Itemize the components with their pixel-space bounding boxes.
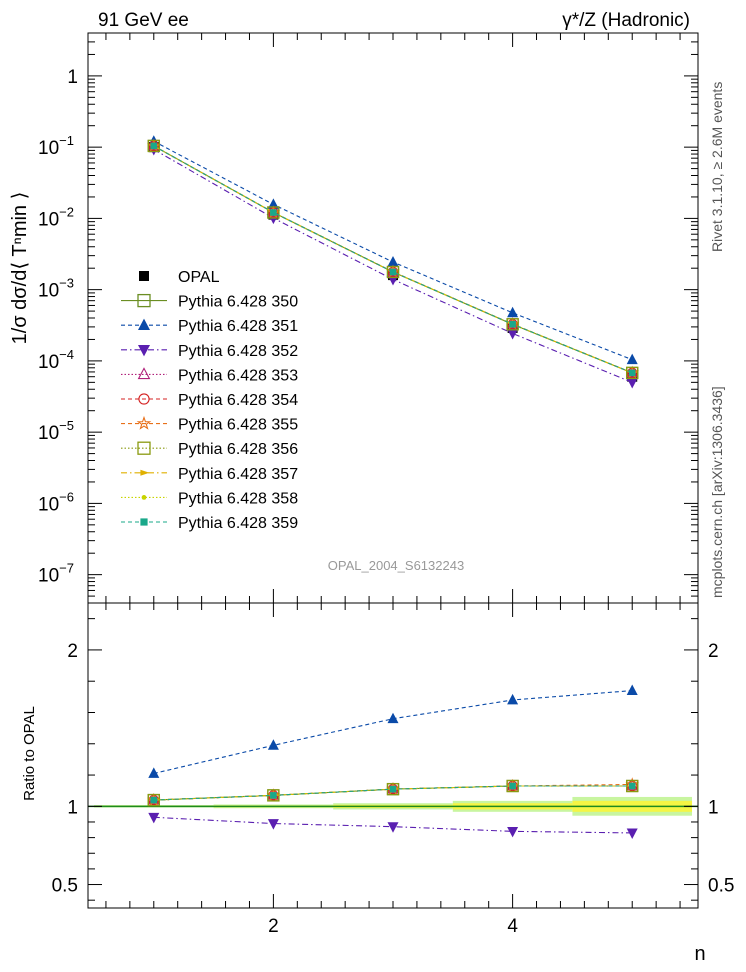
data-point — [389, 268, 397, 276]
ratio-data-point — [387, 712, 399, 724]
data-point — [386, 265, 400, 279]
data-point — [270, 209, 277, 216]
y-tick-label: 1 — [67, 67, 78, 88]
ratio-frame — [87, 602, 699, 909]
legend-marker — [141, 495, 147, 500]
y-tick-label-base: 10 — [38, 281, 59, 302]
x-tick-label: 4 — [507, 916, 518, 937]
legend-marker — [138, 318, 150, 330]
legend-label: Pythia 6.428 351 — [178, 318, 298, 335]
y-axis-label: 1/σ dσ/d⟨ Tⁿmin ⟩ — [9, 192, 31, 345]
y-tick-label: 10−5 — [38, 418, 74, 444]
ratio-data-point — [267, 819, 279, 830]
y-tick-label-exp: −7 — [59, 561, 74, 576]
legend: OPAL Pythia 6.428 350 Pythia 6.428 351 Pyth… — [121, 269, 298, 532]
y-tick-label: 1 — [67, 797, 78, 818]
x-axis-label: n — [694, 943, 705, 965]
legend-label: Pythia 6.428 356 — [178, 441, 298, 458]
data-point — [150, 142, 158, 150]
data-point — [507, 329, 519, 340]
ratio-data-point — [148, 767, 160, 778]
y-tick-label-base: 10 — [38, 209, 59, 230]
y-tick-label-exp: −6 — [59, 489, 74, 504]
data-point — [626, 366, 639, 380]
legend-marker — [139, 271, 149, 281]
ratio-data-point — [628, 782, 636, 790]
header-left: 91 GeV ee — [98, 10, 189, 31]
y-tick-label-base: 10 — [38, 352, 59, 373]
data-point — [506, 318, 519, 331]
side-label-bottom: mcplots.cern.ch [arXiv:1306.3436] — [709, 386, 725, 598]
y-tick-label: 10−2 — [38, 204, 74, 230]
data-point — [147, 139, 160, 153]
data-point — [626, 378, 638, 389]
legend-label: Pythia 6.428 353 — [178, 367, 298, 384]
legend-marker — [137, 293, 151, 308]
ratio-data-point — [626, 684, 638, 695]
legend-marker — [140, 518, 148, 526]
ratio-data-point — [387, 822, 399, 833]
series-line — [153, 145, 633, 374]
ratio-data-point — [509, 782, 516, 790]
legend-label: Pythia 6.428 357 — [178, 466, 298, 483]
header-right: γ*/Z (Hadronic) — [562, 10, 690, 31]
y-tick-label: 10−6 — [38, 489, 74, 515]
ratio-data-point — [389, 785, 397, 793]
legend-label: Pythia 6.428 350 — [178, 294, 298, 311]
data-point — [509, 320, 516, 328]
data-point — [626, 353, 638, 365]
data-point — [267, 206, 280, 219]
y-tick-label: 10−1 — [38, 133, 74, 159]
ratio-data-point — [507, 826, 519, 838]
legend-marker — [138, 345, 150, 357]
ratio-panel: 0.5 0.5 1 1 2 2 2 4 n Ratio to OPAL — [21, 602, 734, 965]
data-point — [267, 198, 279, 209]
legend-marker — [137, 367, 151, 380]
ratio-data-point — [148, 812, 160, 824]
ratio-data-point — [626, 828, 638, 839]
ratio-series-line — [153, 690, 633, 775]
y-tick-label-exp: −1 — [59, 133, 74, 148]
y-tick-label: 10−4 — [38, 347, 74, 373]
y-tick-label-exp: −5 — [59, 418, 74, 433]
y-tick-label: 10−3 — [38, 276, 74, 302]
y-tick-label-base: 10 — [38, 566, 59, 587]
ratio-data-point — [507, 693, 519, 705]
y-tick-label-base: 1 — [67, 67, 78, 88]
y-tick-label-base: 10 — [38, 423, 59, 444]
legend-label: Pythia 6.428 352 — [178, 343, 298, 360]
legend-label: Pythia 6.428 359 — [178, 515, 298, 532]
side-label-top: Rivet 3.1.10, ≥ 2.6M events — [709, 82, 725, 252]
y-tick-label-exp: −4 — [59, 347, 74, 362]
legend-label: OPAL — [178, 269, 220, 286]
ratio-data-point — [150, 796, 158, 804]
ratio-data-point — [270, 792, 277, 799]
y-tick-label-right: 1 — [708, 797, 719, 818]
data-point — [387, 255, 399, 267]
data-point — [507, 306, 519, 318]
x-tick-label: 2 — [268, 916, 279, 937]
y-tick-label: 10−7 — [38, 561, 74, 587]
y-tick-label-right: 2 — [708, 641, 719, 662]
watermark: OPAL_2004_S6132243 — [328, 558, 464, 573]
y-tick-label: 2 — [67, 641, 78, 662]
legend-marker — [138, 393, 150, 405]
legend-label: Pythia 6.428 355 — [178, 417, 298, 434]
data-point — [628, 369, 636, 377]
legend-marker — [140, 469, 150, 476]
y-tick-label-base: 10 — [38, 138, 59, 159]
y-tick-label-base: 10 — [38, 494, 59, 515]
ratio-data-point — [267, 739, 279, 750]
main-panel: 110−110−210−310−410−510−610−71/σ dσ/d⟨ T… — [9, 32, 699, 604]
y-tick-label: 0.5 — [52, 876, 78, 897]
legend-label: Pythia 6.428 358 — [178, 490, 298, 507]
legend-marker — [137, 441, 151, 455]
legend-label: Pythia 6.428 354 — [178, 392, 298, 409]
y-tick-label-right: 0.5 — [708, 876, 734, 897]
ratio-y-axis-label: Ratio to OPAL — [21, 706, 38, 801]
legend-marker — [136, 415, 152, 430]
y-tick-label-exp: −3 — [59, 276, 74, 291]
y-tick-label-exp: −2 — [59, 204, 74, 219]
